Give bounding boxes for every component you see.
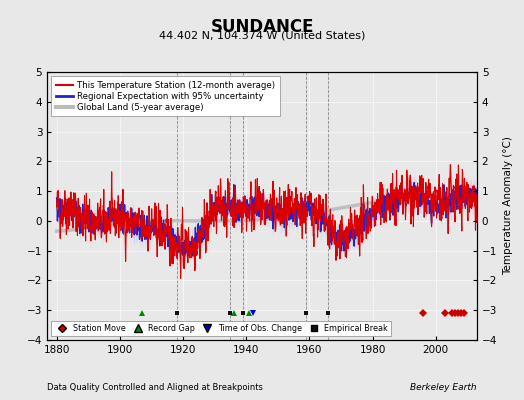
Text: SUNDANCE: SUNDANCE — [210, 18, 314, 36]
Text: Berkeley Earth: Berkeley Earth — [410, 383, 477, 392]
Legend: Station Move, Record Gap, Time of Obs. Change, Empirical Break: Station Move, Record Gap, Time of Obs. C… — [51, 320, 391, 336]
Text: Data Quality Controlled and Aligned at Breakpoints: Data Quality Controlled and Aligned at B… — [47, 383, 263, 392]
Y-axis label: Temperature Anomaly (°C): Temperature Anomaly (°C) — [503, 136, 512, 276]
Text: 44.402 N, 104.374 W (United States): 44.402 N, 104.374 W (United States) — [159, 30, 365, 40]
